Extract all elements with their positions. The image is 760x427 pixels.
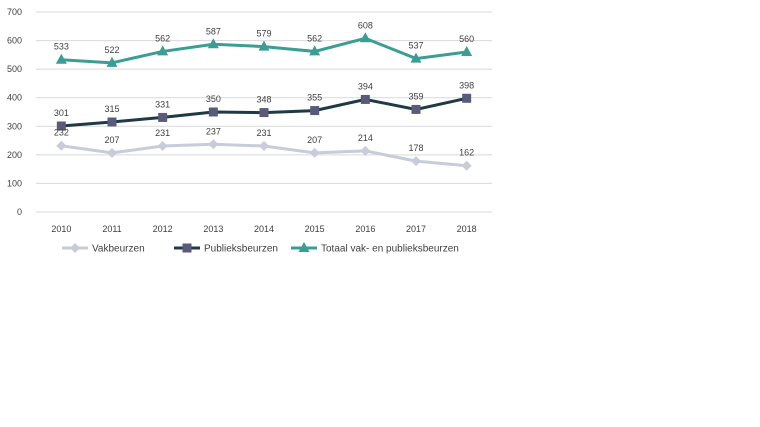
- y-tick-label: 500: [7, 64, 22, 74]
- data-point: [56, 140, 67, 151]
- data-label: 359: [408, 91, 423, 101]
- data-point: [158, 112, 168, 122]
- series-publieksbeurzen: [56, 93, 472, 131]
- legend-marker: [298, 242, 310, 252]
- data-label: 331: [155, 99, 170, 109]
- y-tick-label: 600: [7, 36, 22, 46]
- y-tick-label: 300: [7, 121, 22, 131]
- legend-label: Publieksbeurzen: [204, 244, 278, 255]
- data-point: [107, 117, 117, 127]
- data-point: [208, 139, 219, 150]
- data-point: [259, 141, 269, 151]
- data-label: 533: [54, 42, 69, 52]
- data-point: [461, 160, 472, 171]
- data-point: [360, 94, 370, 104]
- data-point: [56, 121, 66, 131]
- x-tick-label: 2018: [457, 224, 477, 234]
- data-point: [258, 40, 270, 51]
- data-label: 348: [256, 95, 271, 105]
- data-label: 579: [256, 29, 271, 39]
- data-label: 608: [358, 20, 373, 30]
- x-tick-label: 2017: [406, 224, 426, 234]
- legend-label: Totaal vak- en publieksbeurzen: [321, 244, 459, 255]
- x-tick-label: 2010: [51, 224, 71, 234]
- data-label: 560: [459, 34, 474, 44]
- legend-item: Totaal vak- en publieksbeurzen: [291, 242, 459, 255]
- x-tick-label: 2013: [203, 224, 223, 234]
- x-tick-label: 2011: [102, 224, 121, 234]
- data-point: [411, 104, 421, 114]
- series-vakbeurzen: [56, 139, 472, 171]
- data-point: [462, 93, 472, 103]
- data-label: 537: [408, 41, 423, 51]
- y-tick-label: 400: [7, 93, 22, 103]
- legend-label: Vakbeurzen: [92, 244, 145, 255]
- legend-marker: [182, 243, 192, 253]
- data-label: 207: [307, 135, 322, 145]
- data-point: [309, 45, 321, 56]
- data-label: 178: [408, 143, 423, 153]
- x-tick-label: 2014: [254, 224, 274, 234]
- data-point: [259, 108, 269, 118]
- data-label: 587: [206, 26, 221, 36]
- data-point: [157, 45, 169, 56]
- data-label: 214: [358, 133, 373, 143]
- data-label: 237: [206, 126, 221, 136]
- data-label: 355: [307, 93, 322, 103]
- data-point: [55, 53, 67, 64]
- data-label: 562: [307, 33, 322, 43]
- data-labels: 232 207 231 237 231 207 214 178 162 301 315 331 350 3…: [54, 20, 474, 157]
- data-label: 232: [54, 128, 69, 138]
- data-point: [360, 145, 371, 156]
- y-tick-label: 100: [7, 178, 22, 188]
- x-tick-label: 2016: [355, 224, 375, 234]
- y-axis-ticks: 0 100 200 300 400 500 600 700: [7, 7, 22, 217]
- data-point: [157, 141, 168, 151]
- data-point: [461, 46, 473, 56]
- data-point: [359, 32, 371, 43]
- series-group: [55, 32, 473, 171]
- data-label: 231: [155, 128, 170, 138]
- y-tick-label: 0: [17, 207, 22, 217]
- x-tick-label: 2012: [153, 224, 173, 234]
- series-totaal-vak-en-publieksbeurzen: [55, 32, 473, 67]
- data-point: [411, 156, 421, 167]
- data-label: 231: [256, 128, 271, 138]
- data-label: 562: [155, 33, 170, 43]
- data-label: 398: [459, 80, 474, 90]
- data-point: [309, 147, 320, 158]
- data-label: 207: [104, 135, 119, 145]
- legend-item: Vakbeurzen: [62, 243, 145, 255]
- data-label: 522: [104, 45, 119, 55]
- data-label: 350: [206, 94, 221, 104]
- data-point: [208, 107, 218, 117]
- data-label: 301: [54, 108, 69, 118]
- x-axis-ticks: 2010 2011 2012 2013 2014 2015 2016 2017 2018: [51, 224, 476, 234]
- x-tick-label: 2015: [305, 224, 325, 234]
- legend-marker: [70, 243, 80, 253]
- legend-item: Publieksbeurzen: [174, 243, 278, 255]
- data-point: [410, 52, 422, 63]
- y-tick-label: 700: [7, 7, 22, 17]
- data-point: [106, 56, 118, 67]
- data-label: 162: [459, 148, 474, 158]
- data-label: 394: [358, 81, 373, 91]
- y-tick-label: 200: [7, 150, 22, 160]
- data-point: [310, 106, 320, 116]
- data-label: 315: [104, 104, 119, 114]
- data-point: [207, 38, 219, 49]
- legend: Vakbeurzen Publieksbeurzen Totaal vak- en …: [62, 242, 459, 255]
- data-point: [107, 147, 117, 158]
